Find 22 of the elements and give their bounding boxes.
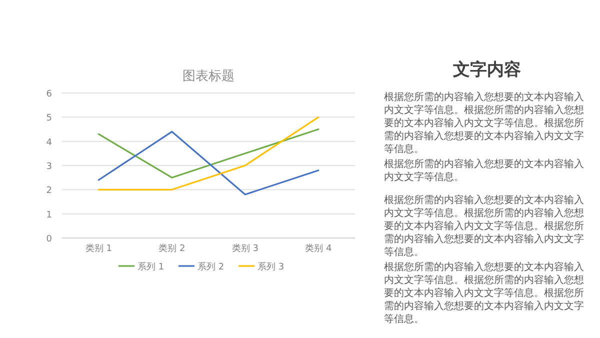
y-tick-label: 0 (46, 234, 52, 244)
text: 文字内容 (452, 59, 522, 81)
text: 根据您所需的内容输入您想要的文本内容输入内文文字等信息。根据您所需的内容输入您想要的文本内容输入内文文字等信息。根据您所需的内容输入您想要的文本内容输入内文文字等信息。 (384, 194, 585, 259)
text: 根据您所需的内容输入您想要的文本内容输入内文文字等信息。 (384, 158, 585, 184)
text: 根据您所需的内容输入您想要的文本内容输入内文文字等信息。根据您所需的内容输入您想要的文本内容输入内文文字等信息。根据您所需的内容输入您想要的文本内容输入内文文字等信息。 (384, 91, 585, 156)
legend-label: 系列 2 (198, 262, 224, 272)
legend-label: 系列 1 (138, 262, 164, 272)
x-tick-label: 类别 4 (305, 243, 332, 254)
line-series (98, 128, 320, 178)
y-tick-label: 4 (46, 138, 52, 148)
x-tick-label: 类别 2 (158, 243, 186, 254)
x-tick-label: 类别 3 (232, 243, 258, 254)
y-tick-label: 6 (46, 90, 52, 100)
y-tick-label: 5 (46, 114, 52, 124)
chart-title: 图表标题 (182, 69, 234, 84)
y-tick-label: 2 (46, 186, 52, 196)
legend-label: 系列 3 (258, 262, 284, 272)
line-series (98, 130, 320, 196)
y-tick-label: 1 (46, 210, 52, 220)
x-tick-label: 类别 1 (85, 243, 112, 254)
y-tick-label: 3 (46, 162, 52, 172)
text: 根据您所需的内容输入您想要的文本内容输入内文文字等信息。根据您所需的内容输入您想要的文本内容输入内文文字等信息。根据您所需的内容输入您想要的文本内容输入内文文字等信息。 (384, 261, 585, 326)
